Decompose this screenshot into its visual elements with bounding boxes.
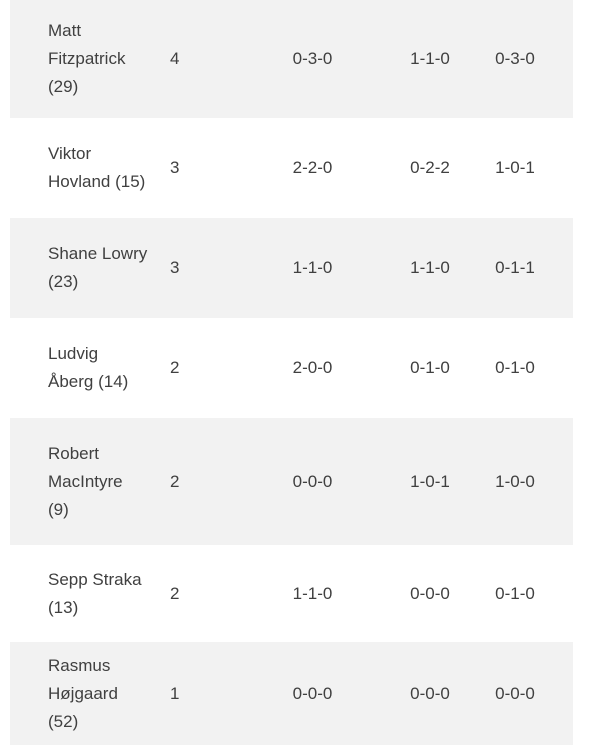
table-row: Rasmus Højgaard (52) 1 0-0-0 0-0-0 0-0-0 [10, 642, 573, 745]
record-cell-3: 1-0-0 [495, 471, 535, 491]
points-cell: 1 [170, 683, 180, 703]
record-cell-2: 1-0-1 [410, 471, 450, 491]
points-cell: 4 [170, 49, 180, 68]
table-row: Ludvig Åberg (14) 2 2-0-0 0-1-0 0-1-0 [10, 318, 573, 418]
points-cell: 3 [170, 158, 180, 177]
record-cell-2: 0-0-0 [410, 583, 450, 603]
record-cell-3: 0-3-0 [495, 49, 535, 68]
record-cell-3: 1-0-1 [495, 158, 535, 177]
player-name-cell: Matt Fitzpatrick (29) [48, 21, 126, 96]
table-row: Viktor Hovland (15) 3 2-2-0 0-2-2 1-0-1 [10, 118, 573, 218]
record-cell-1: 0-3-0 [292, 49, 333, 68]
player-name-cell: Robert MacIntyre (9) [48, 443, 123, 519]
record-cell-2: 1-1-0 [410, 49, 450, 68]
record-cell-3: 0-0-0 [495, 683, 535, 703]
player-name-cell: Rasmus Højgaard (52) [48, 655, 118, 731]
player-name-cell: Ludvig Åberg (14) [48, 344, 129, 391]
player-name-cell: Sepp Straka (13) [48, 569, 142, 617]
record-cell-1: 0-0-0 [292, 683, 333, 703]
table-row: Matt Fitzpatrick (29) 4 0-3-0 1-1-0 0-3-… [10, 0, 573, 118]
points-cell: 2 [170, 471, 180, 491]
points-cell: 2 [170, 358, 180, 377]
record-cell-1: 2-0-0 [292, 358, 333, 377]
record-cell-1: 0-0-0 [292, 471, 333, 491]
points-cell: 3 [170, 258, 180, 277]
record-cell-2: 0-1-0 [410, 358, 450, 377]
record-cell-1: 2-2-0 [292, 158, 333, 177]
points-cell: 2 [170, 583, 180, 603]
record-cell-3: 0-1-0 [495, 583, 535, 603]
player-standings-table: Matt Fitzpatrick (29) 4 0-3-0 1-1-0 0-3-… [10, 0, 573, 745]
table-row: Shane Lowry (23) 3 1-1-0 1-1-0 0-1-1 [10, 218, 573, 318]
record-cell-2: 0-0-0 [410, 683, 450, 703]
record-cell-3: 0-1-1 [495, 258, 535, 277]
record-cell-1: 1-1-0 [292, 258, 333, 277]
table-row: Sepp Straka (13) 2 1-1-0 0-0-0 0-1-0 [10, 545, 573, 642]
record-cell-2: 1-1-0 [410, 258, 450, 277]
table-row: Robert MacIntyre (9) 2 0-0-0 1-0-1 1-0-0 [10, 418, 573, 545]
record-cell-1: 1-1-0 [292, 583, 333, 603]
record-cell-3: 0-1-0 [495, 358, 535, 377]
record-cell-2: 0-2-2 [410, 158, 450, 177]
player-name-cell: Shane Lowry (23) [48, 244, 148, 291]
player-name-cell: Viktor Hovland (15) [48, 144, 146, 191]
